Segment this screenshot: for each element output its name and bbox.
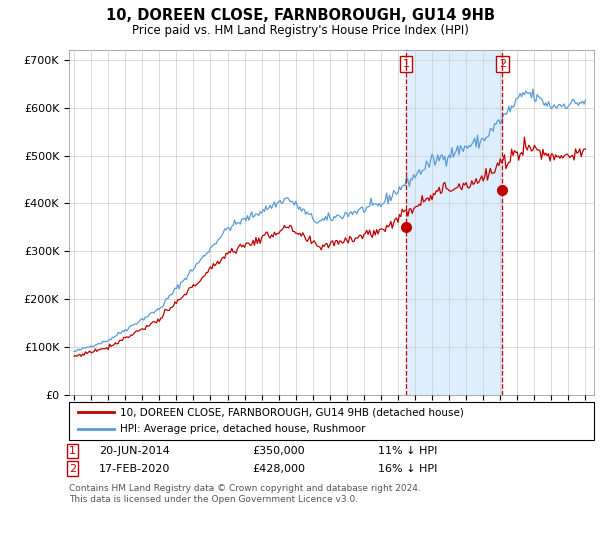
Text: £428,000: £428,000	[252, 464, 305, 474]
Text: 10, DOREEN CLOSE, FARNBOROUGH, GU14 9HB (detached house): 10, DOREEN CLOSE, FARNBOROUGH, GU14 9HB …	[120, 407, 464, 417]
Text: 1: 1	[69, 446, 76, 456]
Text: 16% ↓ HPI: 16% ↓ HPI	[378, 464, 437, 474]
Text: 2: 2	[499, 59, 506, 69]
Text: Price paid vs. HM Land Registry's House Price Index (HPI): Price paid vs. HM Land Registry's House …	[131, 24, 469, 37]
Text: Contains HM Land Registry data © Crown copyright and database right 2024.
This d: Contains HM Land Registry data © Crown c…	[69, 484, 421, 504]
Text: 17-FEB-2020: 17-FEB-2020	[99, 464, 170, 474]
Bar	[406, 50, 502, 395]
Text: £350,000: £350,000	[252, 446, 305, 456]
Text: 1: 1	[403, 59, 409, 69]
Text: 2: 2	[69, 464, 76, 474]
Text: 20-JUN-2014: 20-JUN-2014	[99, 446, 170, 456]
Text: 11% ↓ HPI: 11% ↓ HPI	[378, 446, 437, 456]
Text: HPI: Average price, detached house, Rushmoor: HPI: Average price, detached house, Rush…	[120, 424, 365, 434]
Text: 10, DOREEN CLOSE, FARNBOROUGH, GU14 9HB: 10, DOREEN CLOSE, FARNBOROUGH, GU14 9HB	[106, 8, 494, 24]
